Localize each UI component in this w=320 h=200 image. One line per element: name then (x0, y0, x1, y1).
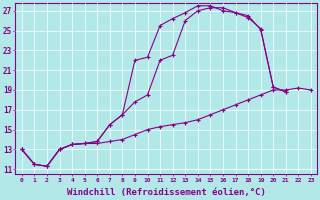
X-axis label: Windchill (Refroidissement éolien,°C): Windchill (Refroidissement éolien,°C) (67, 188, 266, 197)
